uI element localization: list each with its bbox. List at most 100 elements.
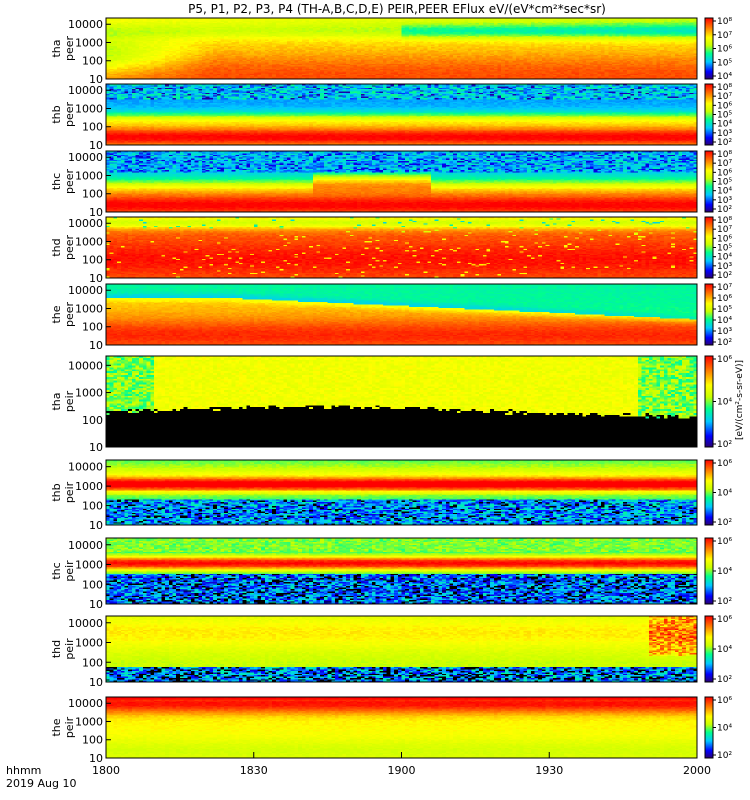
y-tick-label: 100 (82, 734, 103, 747)
colorbar-tick-label: 10⁷ (717, 225, 732, 235)
y-tick-label: 100 (82, 414, 103, 427)
colorbar-tick-label: 10² (717, 751, 732, 761)
panel-frame (105, 83, 698, 146)
colorbar-tick-label: 10⁷ (717, 283, 732, 293)
colorbar-tick-label: 10⁶ (717, 355, 732, 365)
colorbar-tick-label: 10⁷ (717, 92, 732, 102)
heatmap-image (106, 151, 697, 212)
colorbar-tick-label: 10² (717, 138, 732, 148)
panel-frame (105, 615, 698, 683)
y-tick-label: 100 (82, 188, 103, 201)
colorbar-tick-label: 10⁶ (717, 459, 732, 469)
heatmap-image (106, 697, 697, 758)
panel-name-label: peer (63, 235, 76, 261)
y-tick-label: 1000 (75, 235, 103, 248)
y-tick-label: 100 (82, 254, 103, 267)
chart-title: P5, P1, P2, P3, P4 (TH-A,B,C,D,E) PEIR,P… (188, 2, 606, 16)
colorbar-tick-label: 10⁴ (717, 316, 732, 326)
y-tick-label: 10 (89, 598, 103, 611)
panel-name-label: peer (63, 36, 76, 62)
panel-name-label: the (50, 718, 63, 736)
y-tick-label: 100 (82, 578, 103, 591)
colorbar-tick-label: 10⁷ (717, 31, 732, 41)
colorbar-tick-label: 10⁶ (717, 615, 732, 625)
panel-name-label: peir (63, 390, 76, 412)
y-tick-label: 1000 (75, 559, 103, 572)
y-tick-label: 10 (89, 441, 103, 454)
colorbar-tick-label: 10² (717, 440, 732, 450)
y-tick-label: 1000 (75, 480, 103, 493)
colorbar (704, 615, 714, 683)
colorbar-tick-label: 10⁴ (717, 489, 732, 499)
y-tick-label: 10 (89, 676, 103, 689)
colorbar (704, 696, 714, 759)
corner-label-hhmm: hhmm (6, 764, 41, 777)
colorbar-tick-label: 10⁴ (717, 187, 732, 197)
corner-label-date: 2019 Aug 10 (6, 777, 76, 790)
colorbar-tick-label: 10² (717, 518, 732, 528)
colorbar-tick-label: 10⁶ (717, 168, 732, 178)
colorbar-tick-label: 10⁸ (717, 83, 732, 93)
panel-name-label: the (50, 305, 63, 323)
colorbar-tick-label: 10⁷ (717, 159, 732, 169)
heatmap-image (106, 616, 697, 682)
colorbar-tick-label: 10⁵ (717, 244, 732, 254)
colorbar-tick-label: 10³ (717, 262, 732, 272)
panel-frame (105, 355, 698, 448)
colorbar-tick-label: 10⁸ (717, 17, 732, 27)
panel-name-label: tha (50, 392, 63, 410)
colorbar (704, 150, 714, 213)
panel-name-label: thd (50, 238, 63, 256)
y-tick-label: 10000 (68, 461, 103, 474)
colorbar (704, 216, 714, 279)
panel-name-label: peer (63, 302, 76, 328)
colorbar-unit-label: [eV/(cm²-s-sr-eV)] (735, 360, 745, 440)
colorbar-tick-label: 10⁴ (717, 398, 732, 408)
y-tick-label: 10 (89, 752, 103, 765)
colorbar-tick-label: 10⁴ (717, 120, 732, 130)
y-tick-label: 1000 (75, 302, 103, 315)
colorbar (704, 537, 714, 605)
y-tick-label: 10 (89, 206, 103, 219)
colorbar-tick-label: 10⁶ (717, 45, 732, 55)
x-tick-label: 1900 (388, 764, 416, 777)
y-tick-label: 10000 (68, 217, 103, 230)
colorbar-tick-label: 10⁴ (717, 72, 732, 82)
colorbar-tick-label: 10⁶ (717, 234, 732, 244)
heatmap-image (106, 18, 697, 79)
y-tick-label: 10000 (68, 18, 103, 31)
panel-name-label: thb (50, 483, 63, 501)
colorbar (704, 17, 714, 80)
y-tick-label: 10000 (68, 617, 103, 630)
y-tick-label: 10000 (68, 359, 103, 372)
colorbar-tick-label: 10⁴ (717, 645, 732, 655)
y-tick-label: 1000 (75, 36, 103, 49)
panel-name-label: peer (63, 102, 76, 128)
colorbar-tick-label: 10⁴ (717, 567, 732, 577)
y-tick-label: 100 (82, 656, 103, 669)
colorbar-tick-label: 10⁵ (717, 111, 732, 121)
y-tick-label: 1000 (75, 637, 103, 650)
y-tick-label: 10000 (68, 539, 103, 552)
panel-name-label: peir (63, 716, 76, 738)
heatmap-image (106, 538, 697, 604)
colorbar-tick-label: 10³ (717, 196, 732, 206)
colorbar-tick-label: 10⁸ (717, 150, 732, 160)
y-tick-label: 10 (89, 519, 103, 532)
panel-name-label: peir (63, 560, 76, 582)
colorbar-tick-label: 10⁸ (717, 216, 732, 226)
heatmap-image (106, 84, 697, 145)
y-tick-label: 10 (89, 139, 103, 152)
panel-name-label: thd (50, 640, 63, 658)
y-tick-label: 1000 (75, 169, 103, 182)
panel-frame (105, 150, 698, 213)
y-tick-label: 100 (82, 55, 103, 68)
panel-name-label: peir (63, 638, 76, 660)
y-tick-label: 10 (89, 272, 103, 285)
y-tick-label: 100 (82, 121, 103, 134)
heatmap-image (106, 460, 697, 525)
panel-frame (105, 17, 698, 80)
colorbar-tick-label: 10² (717, 205, 732, 215)
y-tick-label: 1000 (75, 387, 103, 400)
